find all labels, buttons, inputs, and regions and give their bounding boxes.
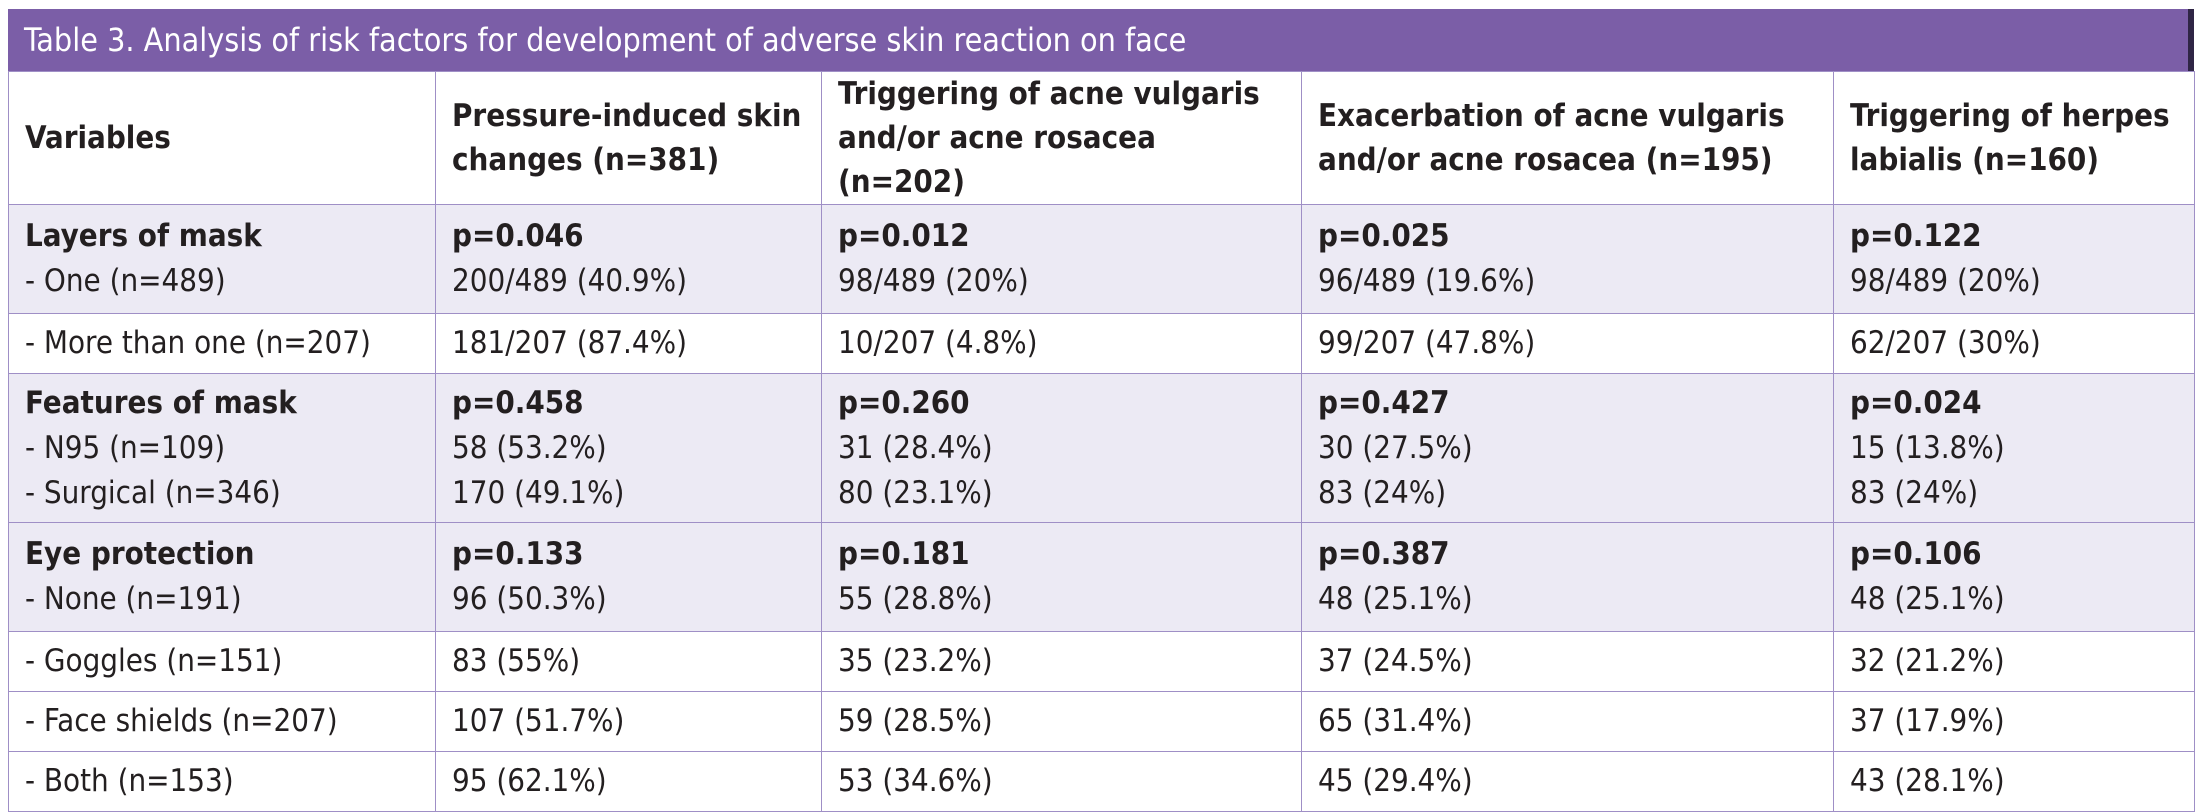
cell-value: 65 (31.4%) [1301,691,1834,752]
p-value: p=0.106 [1850,536,1982,572]
header-acne-exacerbation: Exacerbation of acne vulgaris and/or acn… [1301,71,1834,205]
cell-value: 55 (28.8%) [838,581,993,617]
p-value: p=0.122 [1850,218,1982,254]
table-cell: p=0.106 48 (25.1%) [1833,522,2195,632]
cell-value: 98/489 (20%) [1850,263,2041,299]
table-cell: p=0.458 58 (53.2%) 170 (49.1%) [435,373,822,523]
p-value: p=0.260 [838,384,970,421]
cell-value: 48 (25.1%) [1318,581,1473,617]
table-cell: p=0.133 96 (50.3%) [435,522,822,632]
cell-value: 98/489 (20%) [838,263,1029,299]
p-value: p=0.387 [1318,536,1450,572]
p-value: p=0.458 [452,384,584,421]
section-label: Eye protection [25,536,255,572]
row-label-cell: Eye protection - None (n=191) [8,522,436,632]
row-label: - Both (n=153) [8,751,436,812]
p-value: p=0.427 [1318,384,1450,421]
header-pressure: Pressure-induced skin changes (n=381) [435,71,822,205]
risk-factor-table: Variables Pressure-induced skin changes … [8,71,2195,812]
p-value: p=0.025 [1318,218,1450,254]
cell-value: 37 (17.9%) [1833,691,2195,752]
table-row: - More than one (n=207) 181/207 (87.4%) … [8,313,2195,374]
row-label: - N95 (n=109) [25,429,226,466]
p-value: p=0.024 [1850,384,1982,421]
table-cell: p=0.387 48 (25.1%) [1301,522,1834,632]
p-value: p=0.181 [838,536,970,572]
table-row: Features of mask - N95 (n=109) - Surgica… [8,373,2195,523]
cell-value: 62/207 (30%) [1833,313,2195,374]
row-label: - None (n=191) [25,581,242,617]
table-cell: p=0.046 200/489 (40.9%) [435,204,822,314]
row-label-cell: Features of mask - N95 (n=109) - Surgica… [8,373,436,523]
p-value: p=0.133 [452,536,584,572]
row-label: - Surgical (n=346) [25,474,281,511]
table-cell: p=0.427 30 (27.5%) 83 (24%) [1301,373,1834,523]
header-variables: Variables [8,71,436,205]
cell-value: 48 (25.1%) [1850,581,2005,617]
cell-value: 107 (51.7%) [435,691,822,752]
cell-value: 31 (28.4%) [838,429,993,466]
cell-value: 200/489 (40.9%) [452,263,688,299]
cell-value: 59 (28.5%) [821,691,1302,752]
row-label: - Goggles (n=151) [8,631,436,692]
table-row: Layers of mask - One (n=489) p=0.046 200/… [8,204,2195,314]
table-row: Eye protection - None (n=191) p=0.133 96 … [8,522,2195,632]
header-acne-trigger: Triggering of acne vulgaris and/or acne … [821,71,1302,205]
cell-value: 35 (23.2%) [821,631,1302,692]
row-label: - More than one (n=207) [8,313,436,374]
table-cell: p=0.025 96/489 (19.6%) [1301,204,1834,314]
table-title: Table 3. Analysis of risk factors for de… [8,9,2194,71]
cell-value: 83 (24%) [1850,474,1979,511]
p-value: p=0.046 [452,218,584,254]
cell-value: 95 (62.1%) [435,751,822,812]
cell-value: 83 (55%) [435,631,822,692]
cell-value: 170 (49.1%) [452,474,625,511]
table-cell: p=0.122 98/489 (20%) [1833,204,2195,314]
cell-value: 30 (27.5%) [1318,429,1473,466]
cell-value: 181/207 (87.4%) [435,313,822,374]
section-label: Features of mask [25,384,297,421]
cell-value: 37 (24.5%) [1301,631,1834,692]
row-label: - One (n=489) [25,263,226,299]
cell-value: 53 (34.6%) [821,751,1302,812]
header-herpes: Triggering of herpes labialis (n=160) [1833,71,2195,205]
cell-value: 15 (13.8%) [1850,429,2005,466]
row-label: - Face shields (n=207) [8,691,436,752]
table-cell: p=0.024 15 (13.8%) 83 (24%) [1833,373,2195,523]
table-cell: p=0.181 55 (28.8%) [821,522,1302,632]
cell-value: 83 (24%) [1318,474,1447,511]
table-cell: p=0.260 31 (28.4%) 80 (23.1%) [821,373,1302,523]
header-row: Variables Pressure-induced skin changes … [8,71,2195,205]
cell-value: 96 (50.3%) [452,581,607,617]
table-cell: p=0.012 98/489 (20%) [821,204,1302,314]
table-row: - Face shields (n=207) 107 (51.7%) 59 (2… [8,691,2195,752]
cell-value: 58 (53.2%) [452,429,607,466]
section-label: Layers of mask [25,218,262,254]
cell-value: 96/489 (19.6%) [1318,263,1536,299]
cell-value: 80 (23.1%) [838,474,993,511]
row-label-cell: Layers of mask - One (n=489) [8,204,436,314]
cell-value: 10/207 (4.8%) [821,313,1302,374]
table-container: Table 3. Analysis of risk factors for de… [8,9,2195,812]
cell-value: 32 (21.2%) [1833,631,2195,692]
table-row: - Goggles (n=151) 83 (55%) 35 (23.2%) 37… [8,631,2195,692]
cell-value: 99/207 (47.8%) [1301,313,1834,374]
p-value: p=0.012 [838,218,970,254]
